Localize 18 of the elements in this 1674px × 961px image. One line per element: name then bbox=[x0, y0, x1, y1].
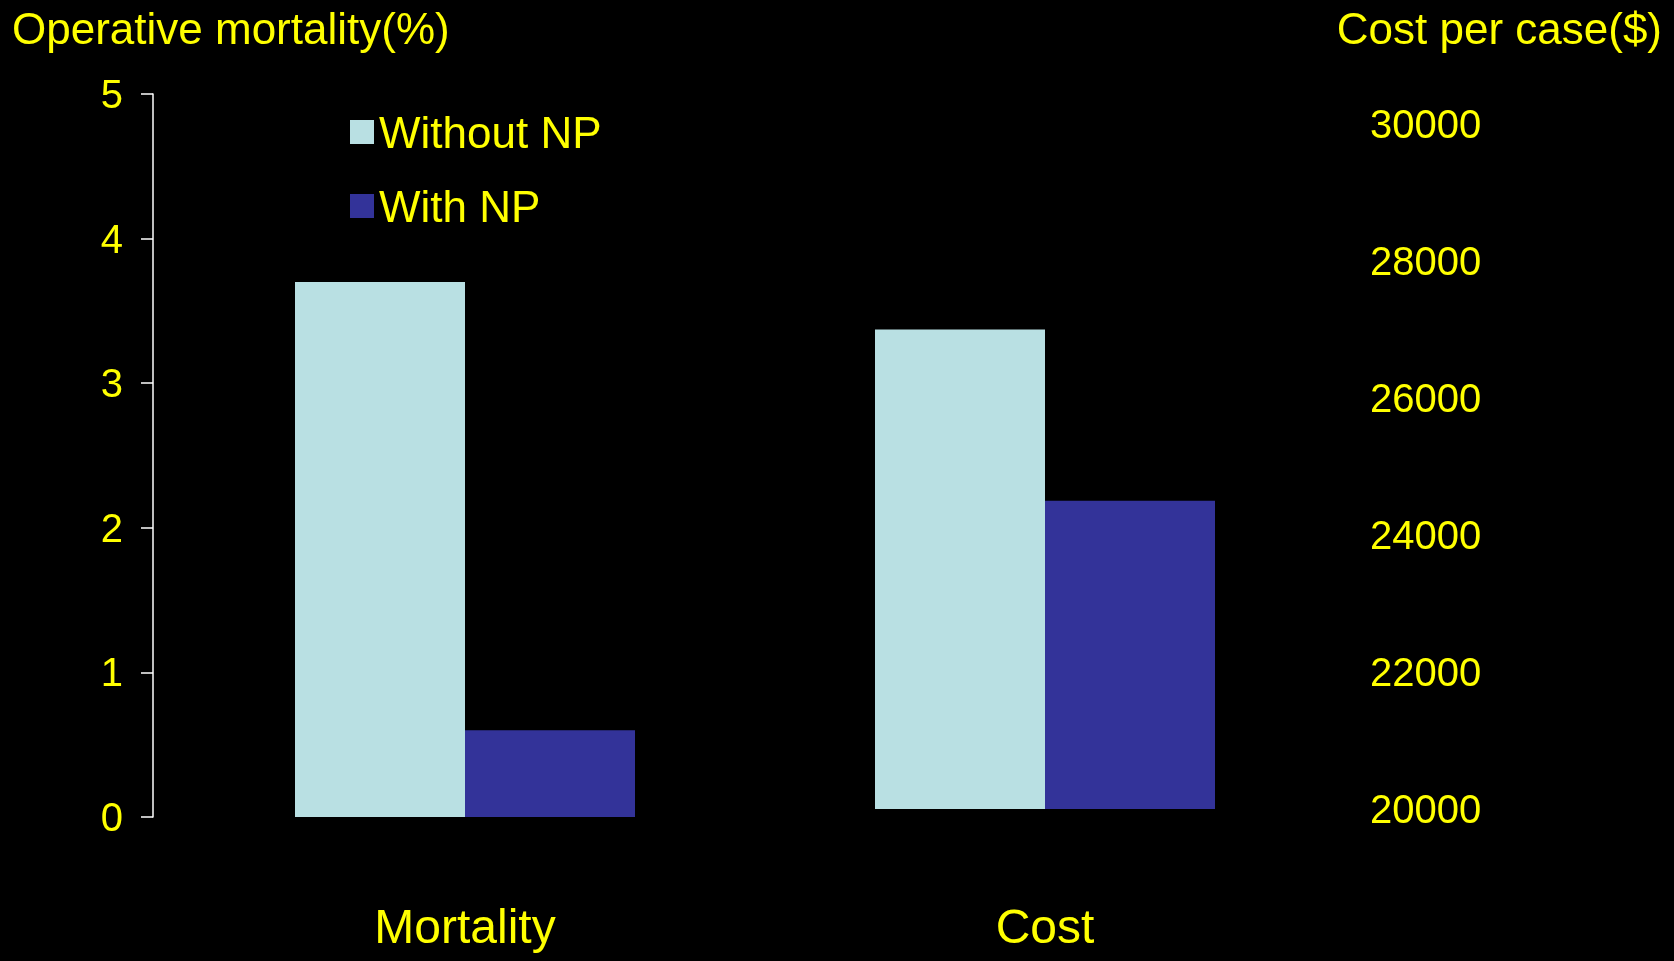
y2-tick-label: 26000 bbox=[1370, 376, 1482, 420]
y2-tick-label: 20000 bbox=[1370, 787, 1482, 831]
y-tick-label: 2 bbox=[100, 505, 123, 550]
y-tick-label: 1 bbox=[100, 650, 123, 695]
legend-label: Without NP bbox=[379, 107, 602, 157]
x-tick-label: Mortality bbox=[374, 899, 556, 953]
y-axis-title: Operative mortality(%) bbox=[12, 3, 450, 53]
y-tick-label: 3 bbox=[100, 361, 123, 406]
x-tick-label: Cost bbox=[995, 899, 1095, 953]
legend-label: With NP bbox=[379, 181, 541, 231]
y-tick-label: 5 bbox=[100, 72, 123, 116]
y2-axis-title: Cost per case($) bbox=[1336, 3, 1662, 53]
y-tick-label: 0 bbox=[100, 795, 123, 839]
y2-tick-label: 24000 bbox=[1370, 513, 1482, 557]
y-tick-label: 4 bbox=[100, 216, 123, 261]
y2-tick-label: 28000 bbox=[1370, 239, 1482, 283]
y2-tick-label: 30000 bbox=[1370, 102, 1482, 146]
y2-tick-label: 22000 bbox=[1370, 650, 1482, 694]
